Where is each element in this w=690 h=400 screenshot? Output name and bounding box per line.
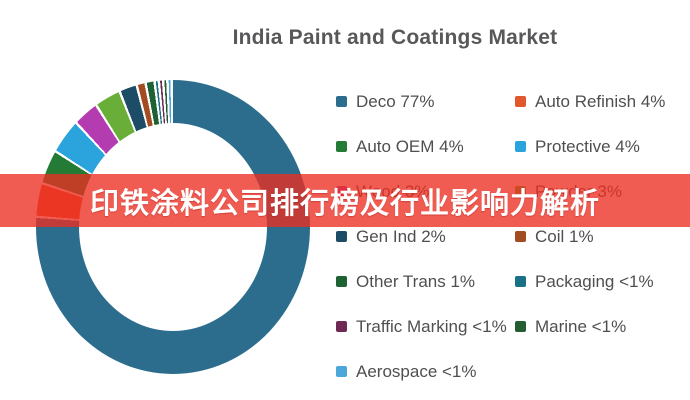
donut-ring [36,80,310,374]
legend-label-marine: Marine <1% [535,316,627,336]
legend-swatch-auto-oem [336,141,347,152]
legend-item-auto-oem: Auto OEM 4% [336,137,515,157]
donut-chart [36,80,310,374]
legend-swatch-packaging [515,276,526,287]
legend-item-coil: Coil 1% [515,227,680,247]
legend-label-deco: Deco 77% [356,91,435,111]
overlay-banner-text: 印铁涂料公司排行榜及行业影响力解析 [89,187,600,220]
legend-label-traffic-marking: Traffic Marking <1% [356,316,507,336]
legend-item-gen-ind: Gen Ind 2% [336,227,515,247]
legend-label-other-trans: Other Trans 1% [356,271,476,291]
legend-item-aerospace: Aerospace <1% [336,362,515,382]
legend-label-protective: Protective 4% [535,136,640,156]
legend-item-packaging: Packaging <1% [515,272,680,292]
legend-swatch-deco [336,96,347,107]
legend-swatch-other-trans [336,276,347,287]
legend-item-auto-refinish: Auto Refinish 4% [515,92,680,112]
legend-item-traffic-marking: Traffic Marking <1% [336,317,515,337]
legend-swatch-traffic-marking [336,321,347,332]
legend-label-auto-refinish: Auto Refinish 4% [535,91,666,111]
legend-item-other-trans: Other Trans 1% [336,272,515,292]
legend-label-packaging: Packaging <1% [535,271,654,291]
legend-label-gen-ind: Gen Ind 2% [356,226,446,246]
legend-swatch-auto-refinish [515,96,526,107]
legend-swatch-marine [515,321,526,332]
legend-label-aerospace: Aerospace <1% [356,361,477,381]
legend-item-marine: Marine <1% [515,317,680,337]
legend-swatch-protective [515,141,526,152]
legend-swatch-aerospace [336,366,347,377]
chart-title: India Paint and Coatings Market [232,26,558,49]
legend-item-deco: Deco 77% [336,92,515,112]
overlay-banner: 印铁涂料公司排行榜及行业影响力解析 [0,174,690,227]
legend-label-auto-oem: Auto OEM 4% [356,136,464,156]
donut-hole [79,123,267,331]
legend-item-protective: Protective 4% [515,137,680,157]
legend-label-coil: Coil 1% [535,226,594,246]
legend-swatch-coil [515,231,526,242]
legend-swatch-gen-ind [336,231,347,242]
chart-legend: Deco 77% Auto Refinish 4% Auto OEM 4% Prote… [336,79,680,394]
